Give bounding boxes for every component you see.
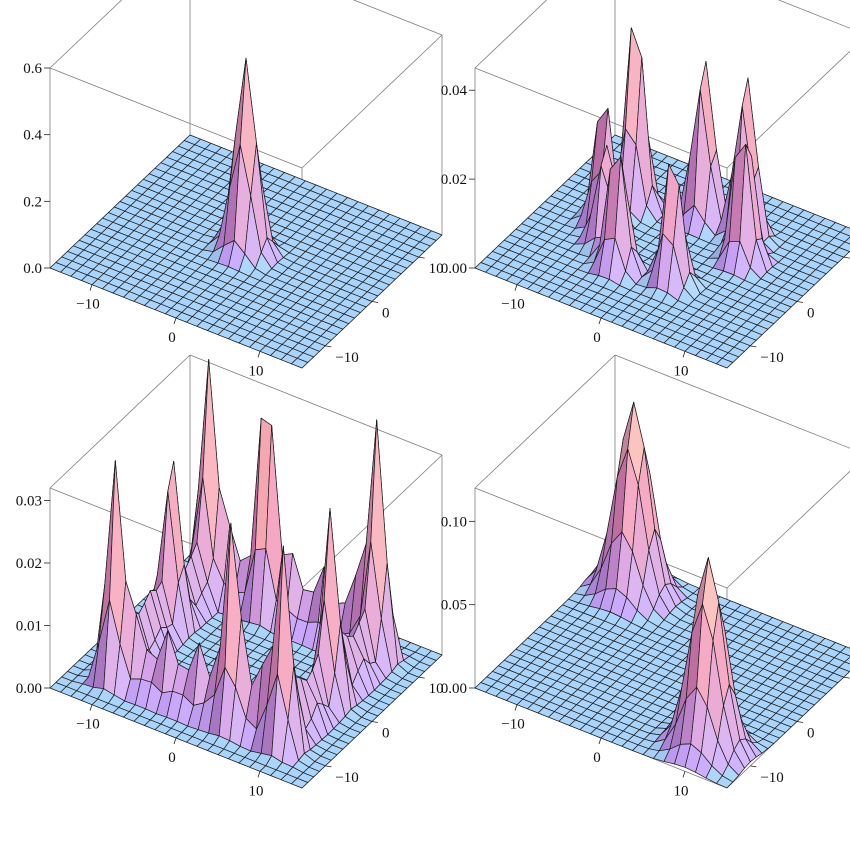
z-tick-label: 0.10 xyxy=(441,514,467,530)
x-tick-label: 10 xyxy=(674,363,689,379)
x-tick-label: −10 xyxy=(76,717,99,733)
y-tick-label: −10 xyxy=(760,770,783,786)
surface-panel-1: −10 0 10 −10 0 10 0.0 0.2 0.4 0.6 xyxy=(23,0,444,379)
x-tick-label: 10 xyxy=(674,783,689,799)
x-tick-label: 0 xyxy=(168,750,176,766)
surface-patch xyxy=(291,777,309,789)
x-tick-label: −10 xyxy=(501,297,524,313)
y-tick-label: 0 xyxy=(382,306,390,322)
z-tick-label: 0.05 xyxy=(441,598,467,614)
y-tick-label: 0 xyxy=(807,726,815,742)
z-tick-label: 0.2 xyxy=(23,194,42,210)
y-axis-ticks: −10 0 10 xyxy=(325,256,444,366)
surface-panel-3: −10 0 10 −10 0 10 0.00 0.01 0.02 0.03 xyxy=(16,354,444,799)
x-axis-ticks: −10 0 10 xyxy=(76,704,264,799)
surface-patch xyxy=(716,775,734,789)
z-tick-label: 0.6 xyxy=(23,61,42,77)
y-tick-label: −10 xyxy=(760,350,783,366)
z-tick-label: 0.00 xyxy=(16,681,42,697)
x-tick-label: −10 xyxy=(76,297,99,313)
z-tick-label: 0.03 xyxy=(16,494,42,510)
y-tick-label: −10 xyxy=(335,770,358,786)
surface-mesh xyxy=(49,57,443,369)
z-axis-ticks: 0.0 0.2 0.4 0.6 xyxy=(23,61,50,277)
x-tick-label: 0 xyxy=(593,330,601,346)
x-axis-ticks: −10 0 10 xyxy=(76,284,264,379)
surface-mesh xyxy=(49,359,443,789)
x-tick-label: 10 xyxy=(249,783,264,799)
z-tick-label: 0.00 xyxy=(441,261,467,277)
surface-mesh xyxy=(474,27,850,369)
x-tick-label: 0 xyxy=(593,750,601,766)
x-axis-ticks: −10 0 10 xyxy=(501,704,689,799)
x-tick-label: −10 xyxy=(501,717,524,733)
surface-mesh xyxy=(474,401,850,789)
z-axis-ticks: 0.00 0.05 0.10 xyxy=(441,514,475,697)
y-tick-label: 0 xyxy=(807,306,815,322)
z-tick-label: 0.4 xyxy=(23,128,42,144)
surface-patch xyxy=(716,357,734,369)
y-tick-label: 10 xyxy=(429,261,444,277)
y-tick-label: 0 xyxy=(382,726,390,742)
surface-panel-4: −10 0 10 −10 0 10 0.00 0.05 0.10 xyxy=(441,354,850,799)
y-axis-ticks: −10 0 10 xyxy=(325,676,444,786)
surface-patch xyxy=(291,357,309,369)
z-tick-label: 0.04 xyxy=(441,83,468,99)
x-axis-ticks: −10 0 10 xyxy=(501,284,689,379)
z-tick-label: 0.02 xyxy=(16,556,42,572)
z-axis-ticks: 0.00 0.01 0.02 0.03 xyxy=(16,494,50,697)
z-tick-label: 0.0 xyxy=(23,261,42,277)
z-tick-label: 0.00 xyxy=(441,681,467,697)
z-tick-label: 0.02 xyxy=(441,172,467,188)
x-tick-label: 0 xyxy=(168,330,176,346)
z-axis-ticks: 0.00 0.02 0.04 xyxy=(441,83,475,277)
y-tick-label: −10 xyxy=(335,350,358,366)
y-tick-label: 10 xyxy=(429,681,444,697)
z-tick-label: 0.01 xyxy=(16,619,42,635)
x-tick-label: 10 xyxy=(249,363,264,379)
